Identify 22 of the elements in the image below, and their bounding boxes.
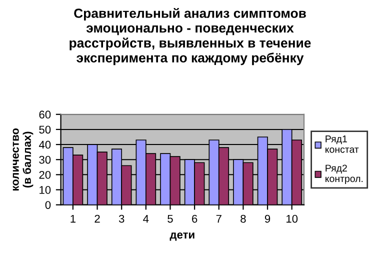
y-tick-label: 60 (39, 110, 51, 119)
y-tick-label: 30 (39, 156, 51, 164)
x-tick-label: 9 (264, 214, 270, 223)
x-tick-label: 7 (216, 214, 222, 223)
x-tick-label: 6 (192, 214, 198, 223)
legend-label: Ряд1 констат (326, 136, 359, 153)
x-tick-label: 4 (143, 214, 149, 223)
y-tick-label: 50 (39, 126, 51, 134)
legend-label: Ряд2 контрол. (326, 164, 363, 184)
x-tick-label: 8 (240, 214, 246, 223)
x-tick-label: 10 (286, 214, 298, 223)
y-tick-label: 0 (45, 201, 51, 209)
y-tick-label: 10 (40, 186, 51, 194)
x-tick-label: 3 (118, 214, 124, 223)
x-tick-label: 5 (168, 214, 173, 223)
x-tick-label: 1 (70, 214, 76, 223)
chart-title: Сравнительный анализ симптомов эмоционально - поведенческих расстройств, выявленных в течение эксперимента по каждому ребёнку (70, 8, 311, 66)
x-tick-label: 2 (94, 214, 100, 223)
y-tick-label: 40 (38, 140, 51, 149)
y-axis-title: количество (в баллах) (12, 128, 34, 191)
x-axis-title: дети (170, 232, 194, 241)
y-tick-label: 20 (39, 170, 51, 179)
